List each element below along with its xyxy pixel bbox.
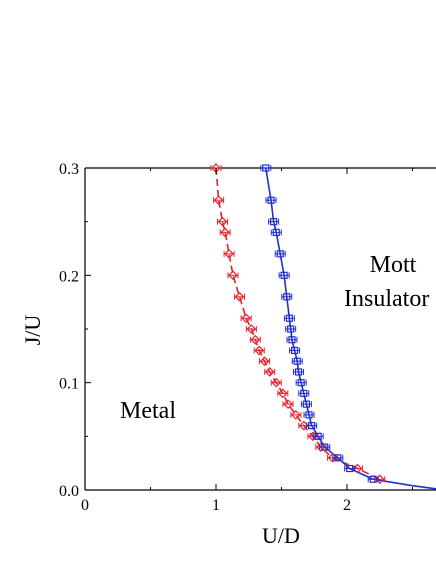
marker-diamond — [213, 195, 224, 206]
data-point-blue — [300, 400, 312, 408]
data-point-red — [290, 410, 302, 420]
marker-diamond — [374, 474, 385, 485]
data-point-red — [245, 324, 257, 334]
ticks: 0 1 2 0.0 0.1 0.2 0.3 — [59, 161, 413, 514]
data-point-red — [270, 377, 282, 388]
data-point-blue — [332, 454, 344, 462]
data-point-blue — [306, 422, 318, 430]
x-tick-label: 1 — [212, 497, 220, 514]
data-point-blue — [268, 218, 280, 226]
data-point-red — [258, 356, 270, 367]
marker-diamond — [291, 410, 301, 420]
data-point-blue — [293, 368, 305, 376]
annotation-mott: Mott — [370, 252, 417, 278]
x-axis-label: U/D — [262, 523, 300, 548]
data-point-blue — [265, 196, 277, 204]
marker-diamond — [217, 216, 228, 227]
data-point-blue — [295, 379, 307, 387]
y-tick-label: 0.2 — [59, 268, 79, 285]
marker-diamond — [246, 324, 257, 334]
annotation-metal: Metal — [120, 398, 176, 424]
data-point-blue — [278, 271, 290, 279]
data-point-blue — [286, 336, 298, 344]
marker-diamond — [250, 334, 261, 345]
data-point-blue — [298, 389, 310, 397]
marker-diamond — [277, 388, 288, 399]
data-point-blue — [291, 357, 303, 365]
y-tick-label: 0.3 — [59, 161, 79, 178]
data-point-blue — [303, 411, 315, 419]
marker-diamond — [241, 313, 251, 324]
data-point-red — [234, 291, 246, 302]
data-point-red — [264, 367, 276, 377]
series-line-red — [215, 167, 381, 480]
data-point-red — [217, 216, 229, 227]
x-tick-label: 2 — [343, 497, 351, 514]
data-point-red — [282, 399, 294, 409]
marker-diamond — [234, 291, 245, 302]
data-point-blue — [260, 164, 272, 172]
data-point-blue — [312, 432, 324, 440]
marker-diamond — [228, 270, 238, 281]
data-point-red — [249, 334, 261, 345]
data-point-red — [240, 313, 252, 324]
data-point-red — [213, 195, 225, 206]
data-point-red — [277, 388, 289, 399]
marker-diamond — [254, 345, 265, 356]
y-tick-label: 0.1 — [59, 376, 79, 393]
annotation-insulator: Insulator — [344, 286, 429, 312]
data-point-blue — [285, 325, 297, 333]
data-point-blue — [270, 228, 282, 236]
plot-frame — [84, 167, 436, 491]
y-axis-label: J/U — [20, 315, 45, 346]
marker-diamond — [283, 399, 293, 409]
marker-diamond — [224, 249, 234, 259]
data-point-blue — [283, 314, 295, 322]
data-point-red — [219, 227, 231, 238]
marker-diamond — [271, 377, 282, 388]
marker-diamond — [220, 227, 231, 238]
markers — [210, 163, 386, 485]
marker-diamond — [315, 442, 326, 452]
data-point-blue — [281, 293, 293, 301]
data-point-red — [223, 249, 235, 259]
x-tick-label: 0 — [81, 497, 89, 514]
data-point-red — [227, 270, 239, 281]
data-point-blue — [319, 443, 331, 451]
data-point-red — [253, 345, 265, 356]
data-point-blue — [367, 475, 379, 483]
marker-diamond — [259, 356, 270, 367]
data-point-blue — [344, 464, 356, 473]
marker-diamond — [264, 367, 275, 377]
data-point-blue — [289, 346, 301, 355]
data-point-blue — [274, 250, 286, 258]
y-tick-label: 0.0 — [59, 483, 79, 500]
